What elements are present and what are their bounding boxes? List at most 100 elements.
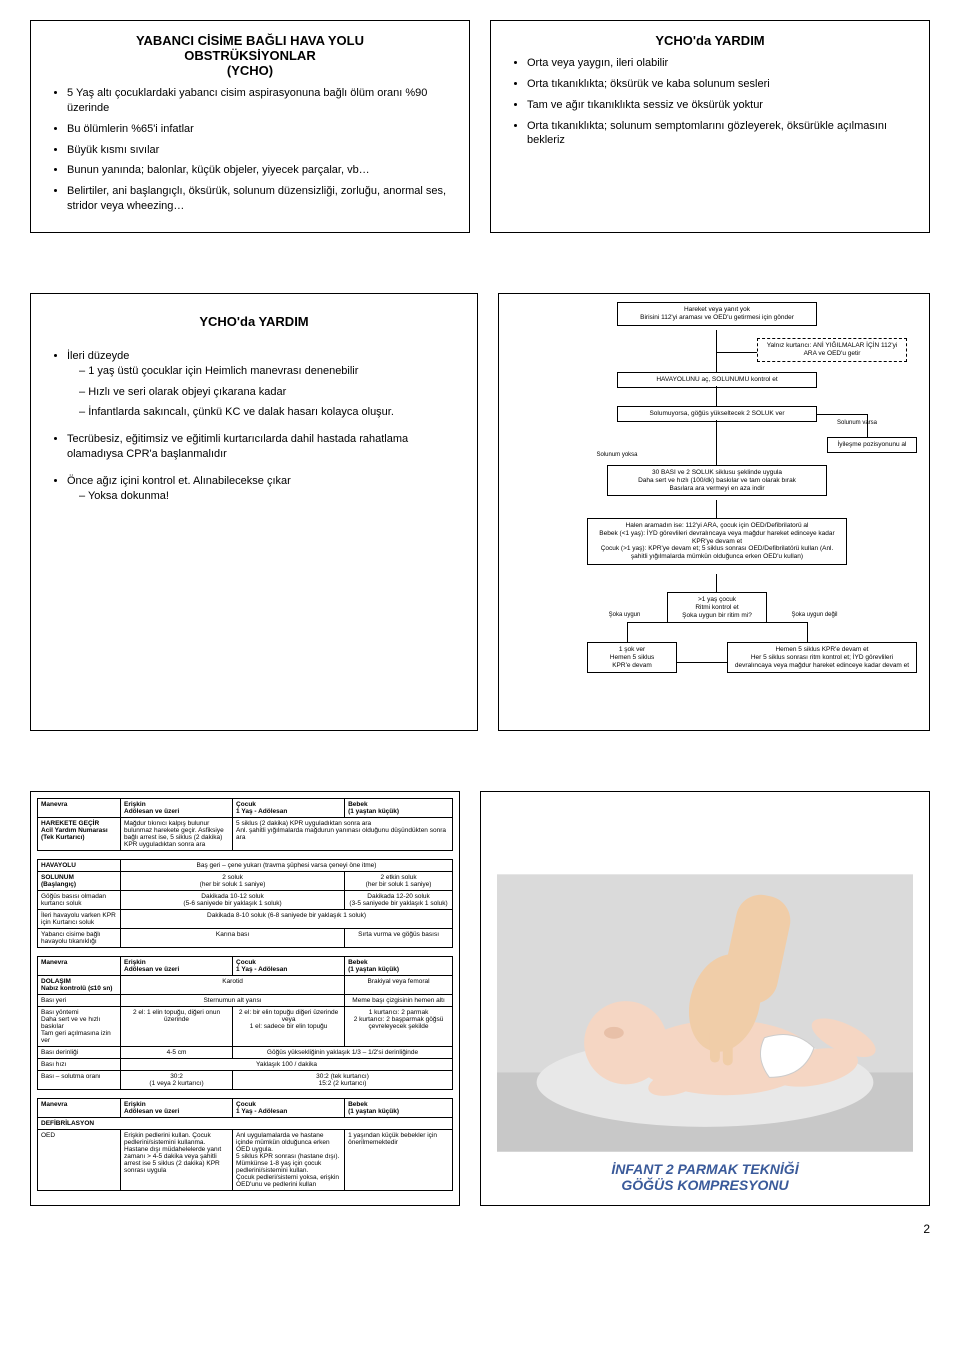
list-item: Belirtiler, ani başlangıçlı, öksürük, so… [67, 184, 453, 214]
cell: Bası yeri [38, 994, 121, 1006]
flow-arrow [716, 500, 717, 518]
col-header: ErişkinAdölesan ve üzeri [121, 1098, 233, 1117]
col-header: Bebek(1 yaştan küçük) [345, 798, 453, 817]
flow-node-start: Hareket veya yanıt yokBirisini 112'yi ar… [617, 302, 817, 326]
table-row: HAREKETE GEÇİRAcil Yardım Numarası (Tek … [38, 817, 453, 850]
cell: Bası hızı [38, 1058, 121, 1070]
flow-node-call: Halen aramadın ise: 112'yi ARA, çocuk iç… [587, 518, 847, 565]
cell: Baş geri – çene yukarı (travma şüphesi v… [121, 859, 453, 871]
table-row: Bası hızı Yaklaşık 100 / dakika [38, 1058, 453, 1070]
infant-eye-area [604, 1027, 624, 1039]
flow-label: Solunum varsa [827, 420, 887, 426]
cell: Karotid [121, 975, 345, 994]
table-row: Manevra ErişkinAdölesan ve üzeri Çocuk1 … [38, 1098, 453, 1117]
list-item: Tam ve ağır tıkanıklıkta sessiz ve öksür… [527, 98, 913, 113]
cell: Meme başı çizgisinin hemen altı [345, 994, 453, 1006]
flow-node-recovery: İyileşme pozisyonunu al [827, 437, 917, 453]
panel1-title-l2: OBSTRÜKSİYONLAR [184, 48, 315, 63]
panel-infant-figure: İNFANT 2 PARMAK TEKNİĞİ GÖĞÜS KOMPRESYON… [480, 791, 930, 1206]
list-item: Orta veya yaygın, ileri olabilir [527, 56, 913, 71]
cell: Bası – solutma oranı [38, 1070, 121, 1089]
cell: Sırta vurma ve göğüs basısı [345, 928, 453, 947]
col-header: Bebek(1 yaştan küçük) [345, 1098, 453, 1117]
list-item: 5 Yaş altı çocuklardaki yabancı cisim as… [67, 86, 453, 116]
cell: Erişkin pedlerini kullan. Çocuk pedlerin… [121, 1129, 233, 1190]
panel-ycho-intro: YABANCI CİSİME BAĞLI HAVA YOLU OBSTRÜKSİ… [30, 20, 470, 233]
col-header: Çocuk1 Yaş - Adölesan [233, 1098, 345, 1117]
row-3: Manevra ErişkinAdölesan ve üzeri Çocuk1 … [30, 791, 930, 1206]
cell: HAREKETE GEÇİRAcil Yardım Numarası (Tek … [38, 817, 121, 850]
col-header: ErişkinAdölesan ve üzeri [121, 956, 233, 975]
cell: Göğüs yüksekliğinin yaklaşık 1/3 – 1/2's… [233, 1046, 453, 1058]
table-row: Göğüs basısı olmadan kurtarıcı soluk Dak… [38, 890, 453, 909]
panel2-title: YCHO'da YARDIM [507, 33, 913, 48]
cell: 5 siklus (2 dakika) KPR uyguladıktan son… [233, 817, 453, 850]
flow-arrow [716, 344, 717, 372]
flow-label: Solunum yoksa [587, 452, 647, 458]
list-item: Önce ağız içini kontrol et. Alınabilecek… [67, 474, 461, 504]
cell: 4-5 cm [121, 1046, 233, 1058]
panel1-title-l1: YABANCI CİSİME BAĞLI HAVA YOLU [136, 33, 364, 48]
cell: Mağdur tıkınıcı kalpış bulunur bulunmaz … [121, 817, 233, 850]
panel3-title: YCHO'da YARDIM [47, 314, 461, 329]
caption-line-1: İNFANT 2 PARMAK TEKNİĞİ [611, 1161, 798, 1177]
col-header: Manevra [38, 956, 121, 975]
cell: 2 soluk(her bir soluk 1 saniye) [121, 871, 345, 890]
list-item: Büyük kısmı sıvılar [67, 143, 453, 158]
cell: Yabancı cisime bağlı havayolu tıkanıklığ… [38, 928, 121, 947]
flow-arrow [716, 420, 717, 465]
comp-table-airway: HAVAYOLU Baş geri – çene yukarı (travma … [37, 859, 453, 948]
flow-node-continue: Hemen 5 siklus KPR'e devam etHer 5 siklu… [727, 642, 917, 673]
cell: Bası derinliği [38, 1046, 121, 1058]
panel-comparison-table: Manevra ErişkinAdölesan ve üzeri Çocuk1 … [30, 791, 460, 1206]
table-row: Bası – solutma oranı 30:2(1 veya 2 kurta… [38, 1070, 453, 1089]
list-item: İleri düzeyde 1 yaş üstü çocuklar için H… [67, 349, 461, 420]
cell: Dakikada 12-20 soluk(3-5 saniyede bir ya… [345, 890, 453, 909]
flow-node-rhythm: >1 yaş çocukRitmi kontrol etŞoka uygun b… [667, 592, 767, 623]
col-header: ErişkinAdölesan ve üzeri [121, 798, 233, 817]
flow-node-shock: 1 şok verHemen 5 siklusKPR'e devam [587, 642, 677, 673]
cell: HAVAYOLU [38, 859, 121, 871]
comp-table-circulation: Manevra ErişkinAdölesan ve üzeri Çocuk1 … [37, 956, 453, 1090]
panel-flowchart: Hareket veya yanıt yokBirisini 112'yi ar… [498, 293, 930, 731]
cell: Anl uygulamalarda ve hastane içinde mümk… [233, 1129, 345, 1190]
cell: 2 el: 1 elin topuğu, diğeri onun üzerind… [121, 1006, 233, 1046]
flow-arrow [767, 622, 807, 623]
cell: SOLUNUM(Başlangıç) [38, 871, 121, 890]
sub-item: İnfantlarda sakıncalı, çünkü KC ve dalak… [79, 405, 461, 420]
cell: 30:2(1 veya 2 kurtarıcı) [121, 1070, 233, 1089]
flow-arrow [627, 622, 628, 642]
panel1-title-l3: (YCHO) [227, 63, 273, 78]
table-row: Bası yeri Sternumun alt yarısı Meme başı… [38, 994, 453, 1006]
flow-label: Şoka uygun değil [782, 612, 847, 618]
cell: Karına bası [121, 928, 345, 947]
infant-head [584, 1001, 667, 1084]
flow-arrow [716, 330, 717, 344]
sublist: Yoksa dokunma! [67, 489, 461, 504]
col-header: Çocuk1 Yaş - Adölesan [233, 956, 345, 975]
panel3-list: İleri düzeyde 1 yaş üstü çocuklar için H… [47, 349, 461, 504]
cell: DEFİBRİLASYON [38, 1117, 453, 1129]
cell: Yaklaşık 100 / dakika [121, 1058, 453, 1070]
cell: OED [38, 1129, 121, 1190]
cell: 2 etkin soluk(her bir soluk 1 saniye) [345, 871, 453, 890]
flowchart: Hareket veya yanıt yokBirisini 112'yi ar… [507, 302, 921, 722]
flow-node-airway: HAVAYOLUNU aç, SOLUNUMU kontrol et [617, 372, 817, 388]
flow-arrow [867, 414, 868, 437]
list-item: Orta tıkanıklıkta; solunum semptomlarını… [527, 119, 913, 149]
flow-node-3030: 30 BASI ve 2 SOLUK siklusu şeklinde uygu… [607, 465, 827, 496]
cell: 1 kurtarıcı: 2 parmak2 kurtarıcı: 2 başp… [345, 1006, 453, 1046]
list-item: Bunun yanında; balonlar, küçük objeler, … [67, 163, 453, 178]
flow-arrow [817, 414, 867, 415]
cell: Bası yöntemiDaha sert ve ve hızlı baskıl… [38, 1006, 121, 1046]
table-row: İleri havayolu varken KPR için Kurtarıcı… [38, 909, 453, 928]
infant-illustration [497, 873, 913, 1153]
bullet-text: Önce ağız içini kontrol et. Alınabilecek… [67, 475, 291, 487]
adult-finger-1 [710, 1028, 720, 1063]
cell: Dakikada 8-10 soluk (6-8 saniyede bir ya… [121, 909, 453, 928]
table-row: Manevra ErişkinAdölesan ve üzeri Çocuk1 … [38, 956, 453, 975]
sub-item: 1 yaş üstü çocuklar için Heimlich manevr… [79, 364, 461, 379]
cell: DOLAŞIMNabız kontrolü (≤10 sn) [38, 975, 121, 994]
table-row: Bası derinliği 4-5 cm Göğüs yüksekliğini… [38, 1046, 453, 1058]
table-row: Yabancı cisime bağlı havayolu tıkanıklığ… [38, 928, 453, 947]
